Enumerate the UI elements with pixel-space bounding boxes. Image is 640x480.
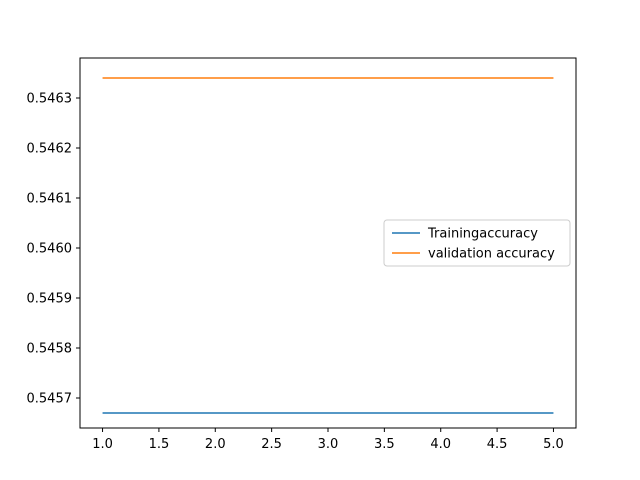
y-axis: 0.5457 0.5458 0.5459 0.5460 0.5461 0.5462 0.54…	[27, 92, 80, 407]
y-tick-label: 0.5462	[27, 142, 73, 157]
y-tick-label: 0.5460	[27, 242, 73, 257]
x-tick-label: 4.0	[430, 437, 451, 452]
legend-label: Trainingaccuracy	[427, 227, 538, 242]
x-axis: 1.0 1.5 2.0 2.5 3.0 3.5 4.0 4.5 5.0	[92, 428, 564, 452]
y-tick-label: 0.5461	[27, 192, 73, 207]
y-tick-label: 0.5459	[27, 292, 73, 307]
x-tick-label: 2.0	[205, 437, 226, 452]
x-tick-label: 1.5	[149, 437, 170, 452]
x-tick-label: 5.0	[543, 437, 564, 452]
legend-box	[383, 219, 571, 267]
y-tick-label: 0.5458	[27, 342, 73, 357]
series-layer	[102, 77, 554, 414]
x-tick-label: 4.5	[487, 437, 508, 452]
x-tick-label: 3.0	[318, 437, 339, 452]
y-tick-label: 0.5463	[27, 92, 73, 107]
legend: Trainingaccuracy validation accuracy	[383, 219, 571, 267]
x-tick-label: 1.0	[92, 437, 113, 452]
y-tick-label: 0.5457	[27, 392, 73, 407]
legend-label: validation accuracy	[428, 247, 555, 262]
x-tick-label: 2.5	[261, 437, 282, 452]
x-tick-label: 3.5	[374, 437, 395, 452]
